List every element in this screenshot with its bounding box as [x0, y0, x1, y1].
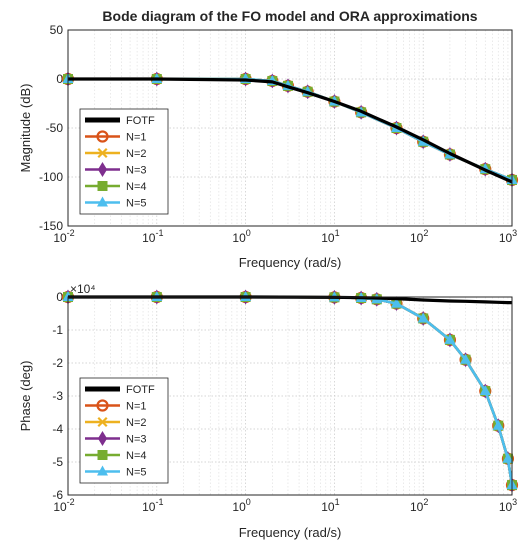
phase-x-tick-label: 103 — [499, 497, 517, 514]
phase-series-marker-n5 — [492, 419, 504, 430]
magnitude-x-tick-label: 103 — [499, 228, 517, 245]
magnitude-x-tick-label: 10-1 — [142, 228, 163, 245]
phase-plot: Frequency (rad/s) Phase (deg) ×10⁴ 10-2 1… — [18, 282, 519, 540]
magnitude-x-tick-label: 101 — [321, 228, 339, 245]
magnitude-legend: FOTF N=1 N=2 N=3 N=4 N=5 — [79, 108, 169, 215]
phase-y-tick-label: -2 — [52, 356, 63, 370]
phase-legend-label-n5: N=5 — [126, 467, 147, 479]
magnitude-legend-marker-n1 — [96, 130, 109, 143]
phase-legend-marker-n5 — [97, 465, 108, 476]
magnitude-legend-label-fotf: FOTF — [126, 115, 155, 127]
phase-y-tick-label: -5 — [52, 455, 63, 469]
phase-legend-marker-n2 — [97, 416, 108, 428]
phase-series-marker-n5 — [390, 297, 402, 308]
magnitude-x-axis-label: Frequency (rad/s) — [239, 255, 342, 270]
magnitude-series-line-fotf — [68, 77, 513, 184]
phase-y-tick-label: -1 — [52, 323, 63, 337]
magnitude-legend-marker-n5 — [97, 196, 108, 207]
magnitude-legend-marker-n3 — [97, 162, 108, 177]
magnitude-y-tick-label: -100 — [39, 170, 63, 184]
magnitude-y-tick-label: 0 — [56, 72, 63, 86]
magnitude-x-tick-label: 100 — [232, 228, 250, 245]
phase-legend-label-n4: N=4 — [126, 450, 147, 462]
chart-title: Bode diagram of the FO model and ORA app… — [102, 8, 477, 24]
phase-series-marker-n5 — [502, 452, 514, 463]
phase-legend-box — [79, 377, 169, 484]
phase-x-tick-label: 101 — [321, 497, 339, 514]
phase-series-group — [61, 289, 519, 493]
phase-y-tick-label: -4 — [52, 422, 63, 436]
phase-x-tick-label: 10-1 — [142, 497, 163, 514]
magnitude-y-axis-label: Magnitude (dB) — [18, 84, 33, 173]
phase-x-tick-label: 102 — [410, 497, 428, 514]
phase-series-marker-n5 — [417, 312, 429, 323]
magnitude-legend-label-n1: N=1 — [126, 132, 147, 144]
phase-legend-label-fotf: FOTF — [126, 384, 155, 396]
phase-x-tick-label: 10-2 — [53, 497, 74, 514]
phase-x-axis-label: Frequency (rad/s) — [239, 525, 342, 540]
magnitude-y-tick-label: -50 — [46, 121, 64, 135]
phase-series-marker-n5 — [444, 333, 456, 344]
magnitude-legend-marker-n4 — [97, 181, 108, 191]
magnitude-legend-label-n3: N=3 — [126, 165, 147, 177]
phase-x-tick-label: 100 — [232, 497, 250, 514]
magnitude-grid — [67, 29, 513, 227]
magnitude-axes-box — [67, 29, 513, 227]
phase-series-marker-n5 — [460, 353, 472, 364]
magnitude-y-tick-label: -150 — [39, 219, 63, 233]
magnitude-legend-label-n4: N=4 — [126, 181, 147, 193]
magnitude-y-tick-label: 50 — [50, 23, 64, 37]
phase-legend-label-n3: N=3 — [126, 434, 147, 446]
magnitude-x-tick-label: 10-2 — [53, 228, 74, 245]
phase-y-tick-label: 0 — [56, 290, 63, 304]
magnitude-legend-label-n2: N=2 — [126, 148, 147, 160]
phase-legend-marker-n4 — [97, 450, 108, 460]
phase-legend-label-n2: N=2 — [126, 417, 147, 429]
magnitude-x-tick-label: 102 — [410, 228, 428, 245]
phase-exponent-label: ×10⁴ — [70, 282, 96, 296]
phase-y-tick-label: -3 — [52, 389, 63, 403]
phase-axes-box — [67, 296, 513, 496]
phase-series-marker-n5 — [479, 385, 491, 396]
magnitude-legend-marker-n2 — [97, 147, 108, 159]
phase-y-axis-label: Phase (deg) — [18, 361, 33, 432]
phase-legend-marker-n1 — [96, 399, 109, 412]
magnitude-series-group — [61, 71, 519, 188]
phase-y-tick-label: -6 — [52, 488, 63, 502]
phase-legend: FOTF N=1 N=2 N=3 N=4 N=5 — [79, 377, 169, 484]
phase-legend-label-n1: N=1 — [126, 401, 147, 413]
magnitude-plot: Frequency (rad/s) Magnitude (dB) 10-2 10-… — [18, 23, 519, 270]
magnitude-legend-label-n5: N=5 — [126, 198, 147, 210]
magnitude-legend-box — [79, 108, 169, 215]
phase-legend-marker-n3 — [97, 431, 108, 446]
